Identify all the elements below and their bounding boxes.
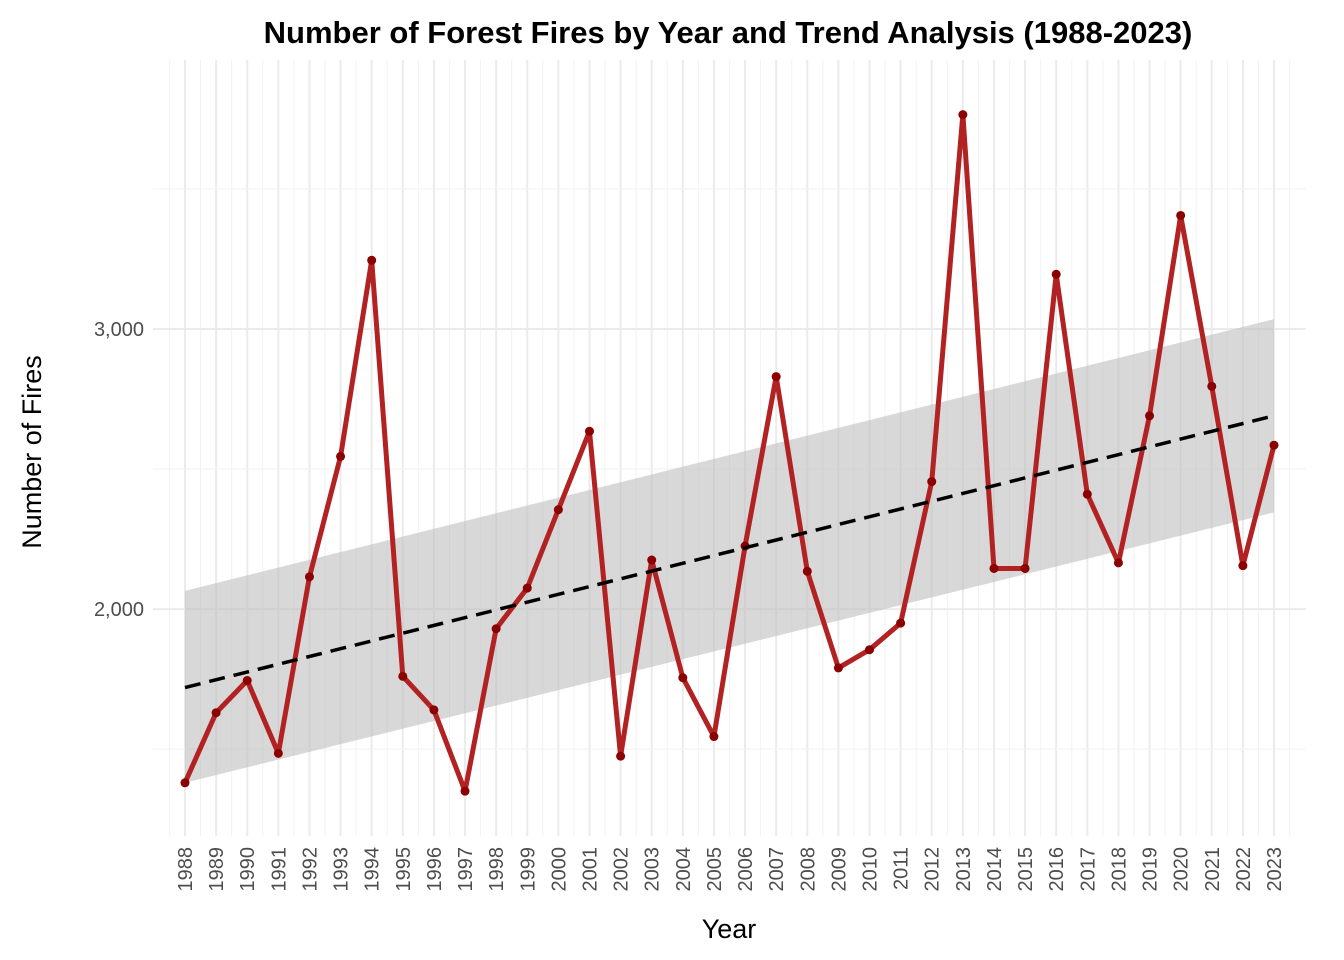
x-tick-label: 2008: [797, 847, 819, 892]
data-point-2022: [1238, 561, 1248, 571]
points-layer: [180, 110, 1279, 796]
data-point-2021: [1207, 381, 1217, 391]
data-point-1998: [491, 624, 501, 634]
series-layer: [182, 112, 1277, 794]
x-axis-title: Year: [702, 914, 757, 944]
x-tick-label: 2002: [611, 847, 633, 892]
data-point-2010: [865, 645, 875, 655]
data-point-2011: [896, 618, 906, 628]
data-point-1989: [211, 708, 221, 718]
data-point-1993: [336, 451, 346, 461]
data-point-2016: [1051, 269, 1061, 279]
x-tick-label: 2018: [1108, 847, 1130, 892]
data-point-2008: [802, 566, 812, 576]
x-tick-label: 2014: [984, 847, 1006, 892]
x-tick-label: 1993: [331, 847, 353, 892]
x-axis-ticks: 1988 1989 1990 1991 1992 1993 1994 1995 1996 1997…: [175, 847, 1286, 892]
x-tick-label: 1996: [424, 847, 446, 892]
data-point-2012: [927, 477, 937, 487]
data-point-2003: [647, 555, 657, 565]
x-tick-label: 2012: [922, 847, 944, 892]
data-point-2023: [1269, 440, 1279, 450]
x-tick-label: 1995: [393, 847, 415, 892]
x-tick-label: 2021: [1202, 847, 1224, 892]
data-point-2007: [771, 372, 781, 382]
x-tick-label: 2023: [1264, 847, 1286, 892]
data-point-2000: [553, 505, 563, 515]
x-tick-label: 2020: [1171, 847, 1193, 892]
data-point-2005: [709, 732, 719, 742]
data-point-2019: [1145, 411, 1155, 421]
x-tick-label: 2015: [1015, 847, 1037, 892]
x-tick-label: 1994: [362, 847, 384, 892]
x-tick-label: 2001: [579, 847, 601, 892]
data-point-1988: [180, 778, 190, 788]
x-tick-label: 2007: [766, 847, 788, 892]
x-tick-label: 2003: [642, 847, 664, 892]
data-point-2013: [958, 110, 968, 120]
x-tick-label: 2017: [1077, 847, 1099, 892]
chart-title: Number of Forest Fires by Year and Trend…: [264, 15, 1193, 50]
data-point-1997: [460, 786, 470, 796]
data-point-2001: [584, 426, 594, 436]
trend-line-layer: [184, 414, 1275, 690]
data-point-2002: [616, 751, 626, 761]
data-point-1992: [304, 572, 314, 582]
trend-line: [184, 414, 1275, 690]
data-point-2004: [678, 673, 688, 683]
data-point-2015: [1020, 563, 1030, 573]
x-tick-label: 2019: [1140, 847, 1162, 892]
x-tick-label: 1989: [206, 847, 228, 892]
y-axis-ticks: 2,000 3,000: [94, 319, 144, 621]
data-point-1994: [367, 255, 377, 265]
x-tick-label: 2006: [735, 847, 757, 892]
x-tick-label: 2009: [828, 847, 850, 892]
x-tick-label: 2010: [860, 847, 882, 892]
x-tick-label: 2022: [1233, 847, 1255, 892]
fires-series-line: [182, 112, 1277, 794]
y-tick-label: 3,000: [94, 319, 144, 341]
data-point-1995: [398, 671, 408, 681]
y-tick-label: 2,000: [94, 599, 144, 621]
data-point-2017: [1082, 489, 1092, 499]
x-tick-label: 1992: [299, 847, 321, 892]
x-tick-label: 2016: [1046, 847, 1068, 892]
x-tick-label: 1991: [268, 847, 290, 892]
data-point-1991: [273, 748, 283, 758]
data-point-1999: [522, 583, 532, 593]
x-tick-label: 2004: [673, 847, 695, 892]
x-tick-label: 1997: [455, 847, 477, 892]
x-tick-label: 2013: [953, 847, 975, 892]
x-tick-label: 1998: [486, 847, 508, 892]
data-point-1990: [242, 676, 252, 686]
x-tick-label: 2005: [704, 847, 726, 892]
x-tick-label: 1988: [175, 847, 197, 892]
data-point-2018: [1113, 558, 1123, 568]
x-tick-label: 1990: [237, 847, 259, 892]
x-tick-label: 2011: [891, 847, 913, 890]
x-tick-label: 2000: [548, 847, 570, 892]
data-point-2009: [833, 663, 843, 673]
x-tick-label: 1999: [517, 847, 539, 892]
data-point-2020: [1176, 210, 1186, 220]
y-axis-title: Number of Fires: [17, 355, 47, 549]
data-point-2014: [989, 563, 999, 573]
data-point-1996: [429, 705, 439, 715]
